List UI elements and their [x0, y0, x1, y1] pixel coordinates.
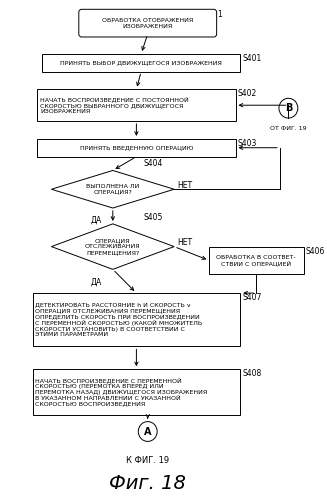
- Text: ДА: ДА: [90, 216, 101, 225]
- Text: НАЧАТЬ ВОСПРОИЗВЕДЕНИЕ С ПОСТОЯННОЙ
СКОРОСТЬЮ ВЫБРАННОГО ДВИЖУЩЕГОСЯ
ИЗОБРАЖЕНИЯ: НАЧАТЬ ВОСПРОИЗВЕДЕНИЕ С ПОСТОЯННОЙ СКОР…: [40, 96, 189, 114]
- Text: S408: S408: [242, 369, 261, 378]
- Text: ОТ ФИГ. 19: ОТ ФИГ. 19: [270, 126, 307, 131]
- FancyBboxPatch shape: [79, 9, 217, 37]
- Text: НАЧАТЬ ВОСПРОИЗВЕДЕНИЕ С ПЕРЕМЕННОЙ
СКОРОСТЬЮ (ПЕРЕМОТКА ВПЕРЕД ИЛИ
ПЕРЕМОТКА НА: НАЧАТЬ ВОСПРОИЗВЕДЕНИЕ С ПЕРЕМЕННОЙ СКОР…: [35, 377, 208, 407]
- Text: S406: S406: [305, 247, 325, 255]
- Polygon shape: [51, 224, 174, 269]
- Text: 1: 1: [217, 10, 222, 19]
- Polygon shape: [51, 171, 174, 208]
- Bar: [33, 369, 240, 415]
- Text: ДА: ДА: [90, 277, 101, 286]
- Text: ОБРАБОТКА В СООТВЕТ-
СТВИИ С ОПЕРАЦИЕЙ: ОБРАБОТКА В СООТВЕТ- СТВИИ С ОПЕРАЦИЕЙ: [216, 254, 296, 266]
- Text: S405: S405: [144, 213, 163, 222]
- Text: Фиг. 18: Фиг. 18: [109, 474, 186, 493]
- Bar: [42, 54, 240, 71]
- Text: ДЕТЕКТИРОВАТЬ РАССТОЯНИЕ h И СКОРОСТЬ v
ОПЕРАЦИЯ ОТСЛЕЖИВАНИЯ ПЕРЕМЕЩЕНИЯ
ОПРЕДЕ: ДЕТЕКТИРОВАТЬ РАССТОЯНИЕ h И СКОРОСТЬ v …: [35, 302, 203, 337]
- Circle shape: [138, 422, 157, 442]
- Bar: [33, 293, 240, 346]
- Text: К ФИГ. 19: К ФИГ. 19: [126, 456, 169, 465]
- Text: ВЫПОЛНЕНА ЛИ
ОПЕРАЦИЯ?: ВЫПОЛНЕНА ЛИ ОПЕРАЦИЯ?: [86, 184, 140, 195]
- Text: НЕТ: НЕТ: [177, 181, 192, 190]
- Text: ОБРАБОТКА ОТОБРАЖЕНИЯ
ИЗОБРАЖЕНИЯ: ОБРАБОТКА ОТОБРАЖЕНИЯ ИЗОБРАЖЕНИЯ: [102, 18, 193, 28]
- Text: S402: S402: [237, 89, 257, 98]
- Bar: [209, 247, 303, 274]
- Text: S403: S403: [237, 139, 257, 148]
- Text: S404: S404: [144, 160, 163, 169]
- Text: B: B: [285, 103, 292, 113]
- Text: S401: S401: [242, 54, 261, 63]
- Bar: [37, 139, 235, 157]
- Text: ПРИНЯТЬ ВВЕДЕННУЮ ОПЕРАЦИЮ: ПРИНЯТЬ ВВЕДЕННУЮ ОПЕРАЦИЮ: [80, 145, 193, 150]
- Text: ПРИНЯТЬ ВЫБОР ДВИЖУЩЕГОСЯ ИЗОБРАЖЕНИЯ: ПРИНЯТЬ ВЫБОР ДВИЖУЩЕГОСЯ ИЗОБРАЖЕНИЯ: [60, 60, 222, 65]
- Text: S407: S407: [242, 293, 262, 302]
- Text: НЕТ: НЕТ: [177, 238, 192, 247]
- Circle shape: [279, 98, 298, 118]
- Text: ОПЕРАЦИЯ
ОТСЛЕЖИВАНИЯ
ПЕРЕМЕЩЕНИЯ?: ОПЕРАЦИЯ ОТСЛЕЖИВАНИЯ ПЕРЕМЕЩЕНИЯ?: [85, 239, 141, 255]
- Bar: [37, 89, 235, 121]
- Text: A: A: [144, 427, 151, 437]
